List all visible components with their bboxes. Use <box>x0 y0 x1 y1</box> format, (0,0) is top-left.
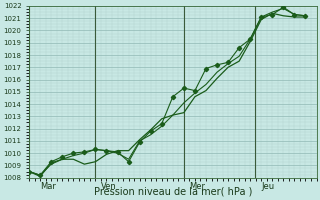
Text: Ven: Ven <box>101 182 117 191</box>
Text: Mer: Mer <box>189 182 205 191</box>
Text: Jeu: Jeu <box>261 182 274 191</box>
Text: Mar: Mar <box>40 182 56 191</box>
X-axis label: Pression niveau de la mer( hPa ): Pression niveau de la mer( hPa ) <box>94 187 252 197</box>
